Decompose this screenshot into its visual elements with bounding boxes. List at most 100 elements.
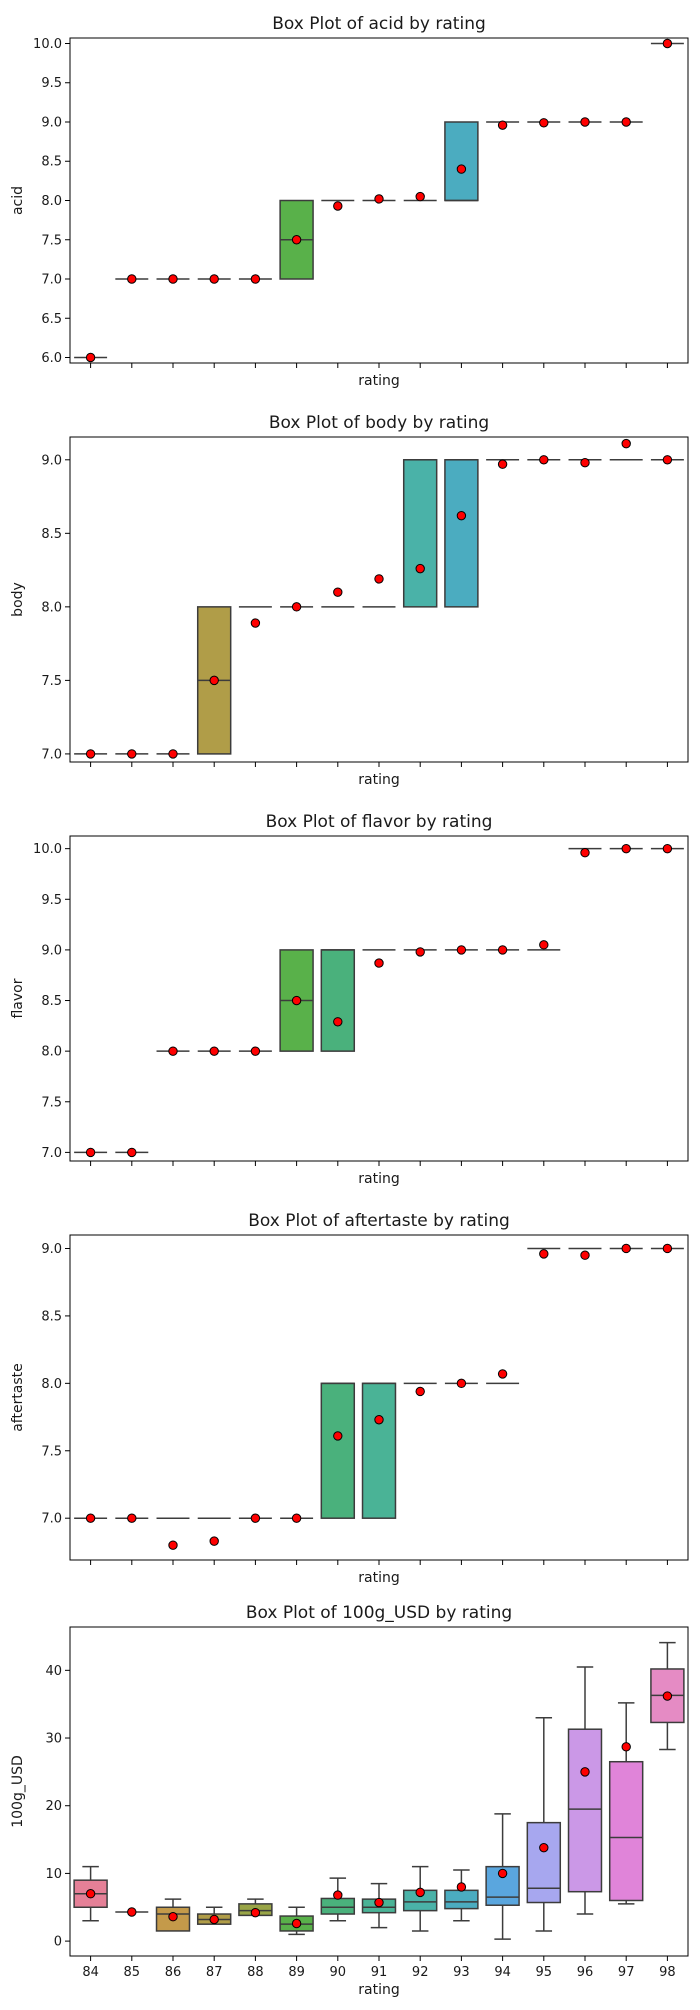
box-87 [197,274,231,284]
x-tick-label: 89 [288,1965,305,1980]
y-tick-label: 10.0 [33,37,62,52]
mean-point [580,117,590,127]
chart-title: Box Plot of aftertaste by rating [248,1211,510,1231]
mean-point [333,201,343,211]
x-axis-label: rating [358,1570,399,1586]
mean-point [127,1147,137,1158]
y-tick-label: 8.5 [41,155,62,170]
mean-point [333,1017,343,1027]
y-tick-label: 8.0 [41,600,62,615]
box-88 [238,1513,272,1523]
box-94 [485,1813,520,1940]
y-tick-label: 8.0 [41,1045,62,1060]
box-92 [403,1382,437,1397]
mean-point [456,1882,467,1892]
y-tick-label: 40 [45,1664,62,1679]
box-85 [115,1147,149,1158]
mean-point [662,1691,673,1701]
box-95 [527,118,561,128]
x-tick-label: 87 [206,1965,223,1980]
mean-point [85,1147,96,1158]
mean-point [662,38,673,49]
mean-point [497,459,508,469]
y-tick-label: 6.5 [41,312,62,327]
box-88 [238,606,272,628]
box-87 [197,1046,231,1056]
mean-point [539,1842,549,1853]
chart-panel-1: Box Plot of acid by rating 6.0 6.5 7.0 7.5 8.… [10,14,689,389]
box-body [444,459,479,608]
box-88 [238,1898,273,1918]
mean-point [168,1540,178,1550]
box-86 [155,1898,191,1932]
box-89 [279,1906,314,1936]
y-tick-label: 7.0 [41,1512,62,1527]
chart-title: Box Plot of flavor by rating [266,812,493,832]
x-tick-label: 98 [659,1965,676,1980]
box-85 [115,749,149,759]
box-88 [238,274,272,284]
mean-point [621,438,631,449]
y-tick-label: 30 [45,1732,62,1747]
box-95 [527,940,561,951]
y-tick-label: 9.0 [41,453,62,468]
axes-frame [69,1626,689,1957]
y-tick-label: 6.0 [41,351,62,366]
mean-point [209,675,219,686]
x-tick-label: 88 [247,1965,264,1980]
box-97 [609,438,643,461]
mean-point [539,455,549,465]
mean-point [127,274,137,284]
mean-point [291,1918,302,1929]
x-axis-label: rating [358,373,399,389]
mean-point [127,1513,137,1523]
box-87 [196,1906,232,1925]
box-94 [486,1369,520,1385]
mean-point [168,274,178,284]
mean-point [456,164,467,174]
box-95 [526,1716,562,1932]
mean-point [662,843,673,854]
chart-panel-3: Box Plot of flavor by rating 7.0 7.5 8.0 8.5… [10,812,689,1187]
mean-point [621,117,631,127]
box-93 [444,1378,478,1389]
mean-point [209,1536,219,1546]
y-axis-label: acid [10,186,26,215]
chart-panel-5: Box Plot of 100g_USD by rating 0 10 20 30 40 1… [10,1603,689,1998]
box-body [608,1760,644,1902]
box-93 [444,121,479,202]
mean-point [168,749,178,759]
box-94 [486,459,520,469]
x-tick-label: 86 [165,1965,182,1980]
x-axis-label: rating [358,772,399,788]
box-body [444,121,479,202]
box-95 [527,1247,561,1259]
chart-panel-2: Box Plot of body by rating 7.0 7.5 8.0 8.5 9.… [10,413,689,788]
x-tick-label: 97 [618,1965,635,1980]
box-90 [320,949,356,1052]
box-93 [444,945,478,955]
mean-point [662,1243,673,1254]
box-body [320,1897,356,1915]
y-tick-label: 7.0 [41,747,62,762]
box-85 [115,1907,149,1917]
box-97 [609,843,643,854]
box-body [320,949,356,1052]
box-96 [568,458,602,468]
box-90 [320,1877,356,1922]
box-97 [609,117,643,127]
mean-point [539,940,549,950]
mean-point [85,1513,96,1523]
box-96 [567,1666,603,1915]
mean-point [250,274,261,284]
y-tick-label: 8.0 [41,194,62,209]
mean-point [333,1431,343,1441]
chart-title: Box Plot of body by rating [269,413,489,433]
box-94 [486,120,520,130]
box-96 [568,847,602,858]
mean-point [250,1907,261,1918]
y-axis-label: body [10,582,26,617]
mean-point [497,945,508,955]
box-92 [403,191,437,202]
